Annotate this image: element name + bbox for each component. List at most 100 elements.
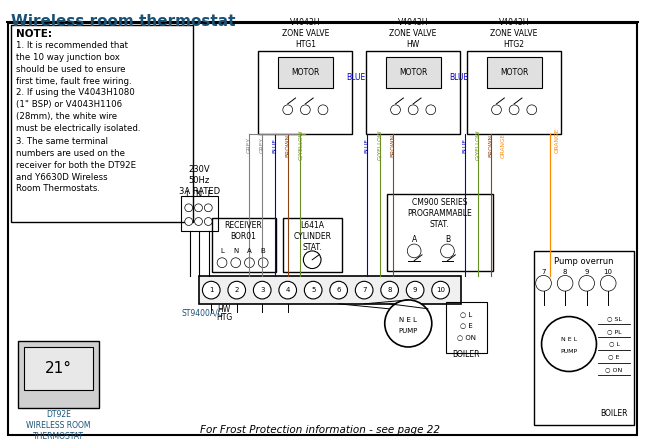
- Circle shape: [283, 105, 293, 115]
- Circle shape: [217, 258, 227, 268]
- Bar: [366, 51, 461, 134]
- Text: 21°: 21°: [45, 361, 72, 376]
- Bar: [387, 194, 493, 270]
- Text: BLUE: BLUE: [364, 138, 370, 152]
- Text: 8: 8: [563, 270, 568, 275]
- Circle shape: [381, 281, 399, 299]
- Text: 6: 6: [337, 287, 341, 293]
- Text: HTG: HTG: [216, 312, 232, 321]
- Circle shape: [426, 105, 436, 115]
- Circle shape: [579, 275, 595, 291]
- Text: MOTOR: MOTOR: [500, 68, 528, 77]
- Bar: [533, 251, 633, 426]
- Text: L: L: [220, 248, 224, 254]
- Text: MOTOR: MOTOR: [291, 68, 319, 77]
- Text: GREY: GREY: [247, 137, 252, 153]
- Bar: [18, 341, 99, 408]
- Bar: [12, 25, 193, 222]
- Text: 5: 5: [311, 287, 315, 293]
- Bar: [446, 302, 487, 353]
- Text: BLUE: BLUE: [450, 73, 469, 82]
- Text: 10: 10: [604, 270, 613, 275]
- Text: GREY: GREY: [260, 137, 264, 153]
- Bar: [467, 51, 561, 134]
- Circle shape: [231, 258, 241, 268]
- Text: MOTOR: MOTOR: [399, 68, 428, 77]
- Text: L  N  E: L N E: [186, 190, 213, 199]
- Circle shape: [253, 281, 271, 299]
- Text: For Frost Protection information - see page 22: For Frost Protection information - see p…: [200, 426, 440, 435]
- Text: 3. The same terminal
numbers are used on the
receiver for both the DT92E
and Y66: 3. The same terminal numbers are used on…: [16, 137, 136, 194]
- Circle shape: [184, 218, 193, 225]
- Text: BROWN: BROWN: [285, 134, 290, 156]
- Text: ○ ON: ○ ON: [606, 367, 622, 372]
- Circle shape: [384, 300, 432, 347]
- Circle shape: [536, 275, 551, 291]
- Text: N E L: N E L: [399, 316, 417, 323]
- Circle shape: [204, 218, 212, 225]
- Text: 2. If using the V4043H1080
(1" BSP) or V4043H1106
(28mm), the white wire
must be: 2. If using the V4043H1080 (1" BSP) or V…: [16, 88, 141, 133]
- Circle shape: [330, 281, 348, 299]
- Circle shape: [408, 105, 418, 115]
- Text: ST9400A/C: ST9400A/C: [181, 308, 223, 318]
- Text: DT92E
WIRELESS ROOM
THERMOSTAT: DT92E WIRELESS ROOM THERMOSTAT: [26, 410, 90, 441]
- Text: 7: 7: [362, 287, 366, 293]
- Circle shape: [355, 281, 373, 299]
- Text: N E L: N E L: [561, 337, 577, 342]
- Bar: [386, 57, 441, 88]
- Text: Wireless room thermostat: Wireless room thermostat: [12, 14, 236, 29]
- Text: Pump overrun: Pump overrun: [554, 257, 613, 266]
- Text: 9: 9: [413, 287, 417, 293]
- Text: 2: 2: [235, 287, 239, 293]
- Circle shape: [203, 281, 220, 299]
- Circle shape: [204, 204, 212, 212]
- Circle shape: [491, 105, 501, 115]
- Bar: [278, 57, 333, 88]
- Text: BLUE: BLUE: [272, 138, 277, 152]
- Text: ○ E: ○ E: [460, 322, 473, 329]
- Text: CM900 SERIES
PROGRAMMABLE
STAT.: CM900 SERIES PROGRAMMABLE STAT.: [407, 198, 472, 229]
- Text: HW: HW: [217, 305, 231, 314]
- Text: ○ PL: ○ PL: [607, 329, 621, 334]
- Bar: [258, 51, 352, 134]
- Text: N: N: [233, 248, 239, 254]
- Text: ○ SL: ○ SL: [607, 316, 622, 321]
- Text: PUMP: PUMP: [561, 350, 577, 354]
- Circle shape: [195, 218, 203, 225]
- Text: BLUE: BLUE: [462, 138, 468, 152]
- Text: 1: 1: [209, 287, 213, 293]
- Text: ○ E: ○ E: [608, 354, 620, 359]
- Text: A: A: [247, 248, 252, 254]
- Text: BLUE: BLUE: [347, 73, 366, 82]
- Circle shape: [318, 105, 328, 115]
- Text: B: B: [261, 248, 266, 254]
- Circle shape: [441, 244, 454, 258]
- Circle shape: [391, 105, 401, 115]
- Text: RECEIVER
BOR01: RECEIVER BOR01: [224, 220, 263, 240]
- Circle shape: [303, 251, 321, 269]
- Text: L641A
CYLINDER
STAT.: L641A CYLINDER STAT.: [293, 220, 332, 252]
- Text: G/YELLOW: G/YELLOW: [377, 130, 382, 160]
- Text: ○ ON: ○ ON: [457, 334, 475, 340]
- Bar: [24, 347, 93, 390]
- Text: V4043H
ZONE VALVE
HTG2: V4043H ZONE VALVE HTG2: [490, 18, 538, 49]
- Text: V4043H
ZONE VALVE
HTG1: V4043H ZONE VALVE HTG1: [282, 18, 329, 49]
- Circle shape: [600, 275, 616, 291]
- Bar: [212, 218, 276, 271]
- Text: 9: 9: [584, 270, 589, 275]
- Text: BROWN: BROWN: [488, 134, 493, 156]
- Text: 230V
50Hz
3A RATED: 230V 50Hz 3A RATED: [179, 164, 220, 196]
- Circle shape: [407, 244, 421, 258]
- Circle shape: [542, 316, 597, 371]
- Text: BOILER: BOILER: [452, 350, 480, 359]
- Text: NOTE:: NOTE:: [16, 30, 52, 39]
- Bar: [181, 196, 218, 231]
- Text: A: A: [412, 235, 417, 244]
- Circle shape: [195, 204, 203, 212]
- Text: V4043H
ZONE VALVE
HW: V4043H ZONE VALVE HW: [390, 18, 437, 49]
- Text: ORANGE: ORANGE: [501, 132, 506, 158]
- Text: 10: 10: [436, 287, 445, 293]
- Text: BROWN: BROWN: [390, 134, 395, 156]
- Circle shape: [304, 281, 322, 299]
- Circle shape: [406, 281, 424, 299]
